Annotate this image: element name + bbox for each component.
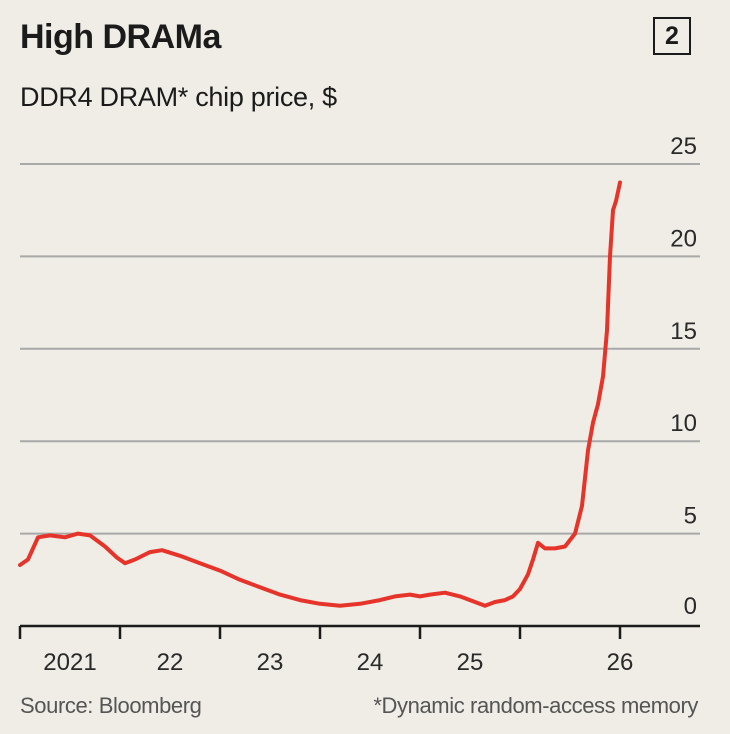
y-tick-label: 25 — [670, 133, 697, 160]
gridlines — [20, 163, 700, 535]
y-tick-label: 10 — [670, 410, 697, 437]
x-tick-label: 23 — [257, 649, 284, 676]
x-tick-label: 24 — [357, 649, 384, 676]
chart-title: High DRAMa — [20, 18, 221, 56]
x-axis-ticks: 2021 22 23 24 25 26 — [18, 626, 634, 676]
y-tick-label: 15 — [670, 318, 697, 345]
dram-price-line — [18, 180, 622, 608]
x-tick-label: 26 — [607, 649, 634, 676]
x-tick-label: 25 — [457, 649, 484, 676]
y-tick-label: 20 — [670, 225, 697, 252]
chart-subtitle: DDR4 DRAM* chip price, $ — [20, 82, 337, 112]
y-axis-tick-labels: 0 5 10 15 20 25 — [670, 133, 697, 620]
y-tick-label: 5 — [684, 503, 697, 530]
y-tick-label: 0 — [684, 593, 697, 620]
chart-number-badge: 2 — [653, 17, 691, 55]
source-note: Source: Bloomberg — [20, 693, 202, 718]
x-tick-label: 2021 — [43, 649, 96, 676]
x-tick-label: 22 — [157, 649, 184, 676]
footnote: *Dynamic random-access memory — [373, 693, 698, 718]
